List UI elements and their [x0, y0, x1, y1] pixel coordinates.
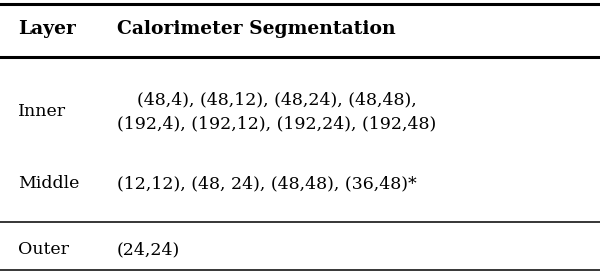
Text: (12,12), (48, 24), (48,48), (36,48)*: (12,12), (48, 24), (48,48), (36,48)*: [117, 175, 417, 192]
Text: Calorimeter Segmentation: Calorimeter Segmentation: [117, 20, 395, 38]
Text: Inner: Inner: [18, 103, 66, 120]
Text: (24,24): (24,24): [117, 241, 180, 258]
Text: Outer: Outer: [18, 241, 69, 258]
Text: (48,4), (48,12), (48,24), (48,48),
(192,4), (192,12), (192,24), (192,48): (48,4), (48,12), (48,24), (48,48), (192,…: [117, 91, 436, 133]
Text: Layer: Layer: [18, 20, 76, 38]
Text: Middle: Middle: [18, 175, 79, 192]
